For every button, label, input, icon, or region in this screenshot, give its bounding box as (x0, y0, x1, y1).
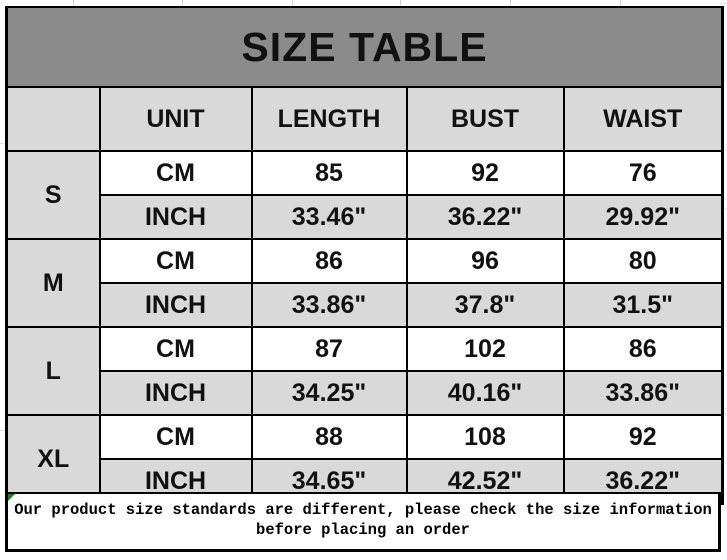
size-label-m: M (5, 238, 101, 328)
row-xl-cm: XL CM 88 108 92 (5, 414, 724, 505)
row-l-cm: L CM 87 102 86 (5, 326, 724, 416)
col-header-unit: UNIT (98, 86, 253, 152)
table-title: SIZE TABLE (5, 6, 724, 88)
l-cm-waist: 86 (562, 326, 724, 372)
spreadsheet-flag-icon (8, 494, 15, 501)
row-l-inch: INCH 34.25" 40.16" 33.86" (7, 370, 724, 416)
row-m-inch: INCH 33.86" 37.8" 31.5" (7, 282, 724, 328)
l-inch-length: 34.25" (250, 370, 408, 416)
l-cm-length: 87 (250, 326, 408, 372)
size-label-xl: XL (5, 414, 101, 505)
s-inch-bust: 36.22" (405, 194, 565, 240)
col-header-length: LENGTH (250, 86, 408, 152)
gridline-tick (400, 0, 401, 6)
l-unit-cm: CM (98, 326, 253, 372)
size-table: SIZE TABLE UNIT LENGTH BUST WAIST S CM 8… (5, 6, 724, 505)
row-s-inch: INCH 33.46" 36.22" 29.92" (7, 194, 724, 240)
s-unit-inch: INCH (98, 194, 253, 240)
m-unit-cm: CM (98, 238, 253, 284)
col-header-waist: WAIST (562, 86, 724, 152)
s-cm-bust: 92 (405, 150, 565, 196)
s-cm-waist: 76 (562, 150, 724, 196)
size-label-l: L (5, 326, 101, 416)
footer-note: Our product size standards are different… (5, 492, 721, 552)
col-header-bust: BUST (405, 86, 565, 152)
gridline-tick (73, 0, 74, 6)
size-label-s: S (5, 150, 101, 240)
l-cm-bust: 102 (405, 326, 565, 372)
xl-cm-waist: 92 (562, 414, 724, 460)
m-unit-inch: INCH (98, 282, 253, 328)
gridline-tick (510, 0, 511, 6)
gridline-tick (620, 0, 621, 6)
m-inch-waist: 31.5" (562, 282, 724, 328)
gridline-tick (292, 0, 293, 6)
s-cm-length: 85 (250, 150, 408, 196)
xl-cm-bust: 108 (405, 414, 565, 460)
title-row: SIZE TABLE (5, 6, 724, 88)
row-m-cm: M CM 86 96 80 (5, 238, 724, 328)
m-inch-length: 33.86" (250, 282, 408, 328)
row-s-cm: S CM 85 92 76 (5, 150, 724, 240)
m-inch-bust: 37.8" (405, 282, 565, 328)
m-cm-waist: 80 (562, 238, 724, 284)
l-unit-inch: INCH (98, 370, 253, 416)
header-row: UNIT LENGTH BUST WAIST (5, 86, 724, 152)
gridline-tick (0, 143, 7, 144)
gridline-tick (182, 0, 183, 6)
diagonal-header-cell (5, 86, 101, 152)
l-inch-waist: 33.86" (562, 370, 724, 416)
s-inch-length: 33.46" (250, 194, 408, 240)
m-cm-length: 86 (250, 238, 408, 284)
gridline-tick (720, 3, 727, 4)
xl-unit-cm: CM (98, 414, 253, 460)
gridline-tick (0, 430, 7, 431)
footer-note-text: Our product size standards are different… (14, 501, 712, 539)
l-inch-bust: 40.16" (405, 370, 565, 416)
s-inch-waist: 29.92" (562, 194, 724, 240)
xl-cm-length: 88 (250, 414, 408, 460)
s-unit-cm: CM (98, 150, 253, 196)
m-cm-bust: 96 (405, 238, 565, 284)
